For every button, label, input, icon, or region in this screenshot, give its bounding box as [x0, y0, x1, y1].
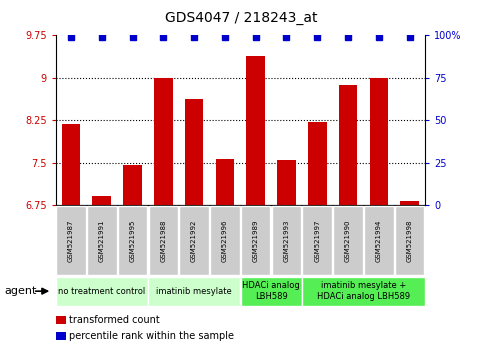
Bar — [333, 206, 363, 275]
Text: GSM521987: GSM521987 — [68, 219, 74, 262]
Text: agent: agent — [5, 286, 37, 296]
Bar — [369, 78, 388, 205]
Text: GSM521994: GSM521994 — [376, 219, 382, 262]
Bar — [395, 206, 425, 275]
Text: GSM521988: GSM521988 — [160, 219, 166, 262]
Bar — [118, 206, 147, 275]
Text: GSM521991: GSM521991 — [99, 219, 105, 262]
Bar — [185, 99, 203, 205]
Bar — [123, 165, 142, 205]
Text: GSM521998: GSM521998 — [407, 219, 412, 262]
Text: GSM521989: GSM521989 — [253, 219, 259, 262]
Bar — [364, 206, 394, 275]
Bar — [241, 206, 270, 275]
Bar — [56, 206, 85, 275]
Text: GDS4047 / 218243_at: GDS4047 / 218243_at — [165, 11, 318, 25]
Bar — [62, 124, 80, 205]
Text: transformed count: transformed count — [69, 315, 160, 325]
Text: GSM521995: GSM521995 — [129, 219, 136, 262]
Bar — [272, 206, 301, 275]
Bar — [154, 78, 172, 205]
Bar — [148, 277, 240, 306]
Bar — [277, 160, 296, 205]
Bar — [241, 277, 301, 306]
Text: GSM521990: GSM521990 — [345, 219, 351, 262]
Bar — [215, 159, 234, 205]
Text: HDACi analog
LBH589: HDACi analog LBH589 — [242, 281, 300, 301]
Bar — [302, 277, 425, 306]
Text: percentile rank within the sample: percentile rank within the sample — [69, 331, 234, 341]
Text: GSM521992: GSM521992 — [191, 219, 197, 262]
Bar — [246, 56, 265, 205]
Bar — [400, 201, 419, 205]
Bar — [339, 85, 357, 205]
Bar — [149, 206, 178, 275]
Bar — [302, 206, 332, 275]
Bar — [179, 206, 209, 275]
Text: no treatment control: no treatment control — [58, 287, 145, 296]
Text: GSM521993: GSM521993 — [284, 219, 289, 262]
Bar — [210, 206, 240, 275]
Text: imatinib mesylate: imatinib mesylate — [156, 287, 232, 296]
Bar — [308, 122, 327, 205]
Bar — [92, 196, 111, 205]
Bar — [87, 206, 116, 275]
Text: imatinib mesylate +
HDACi analog LBH589: imatinib mesylate + HDACi analog LBH589 — [317, 281, 410, 301]
Text: GSM521996: GSM521996 — [222, 219, 228, 262]
Bar — [56, 277, 148, 306]
Text: GSM521997: GSM521997 — [314, 219, 320, 262]
